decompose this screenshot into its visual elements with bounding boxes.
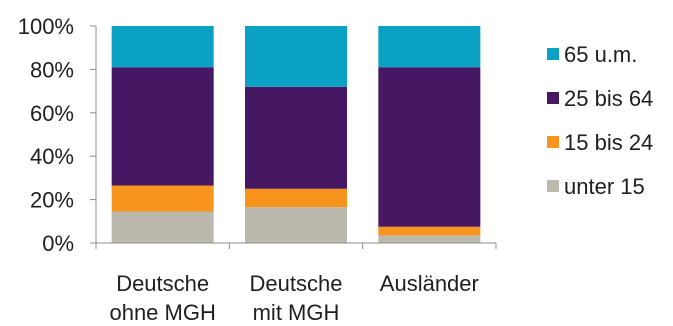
y-tick-label: 20%: [30, 188, 74, 213]
y-tick-label: 0%: [42, 231, 74, 256]
legend-label: unter 15: [564, 174, 645, 199]
y-tick-label: 40%: [30, 144, 74, 169]
bar-segment: [111, 185, 214, 212]
y-tick-label: 60%: [30, 101, 74, 126]
x-category-label: Deutsche: [250, 271, 343, 296]
bars-group: [111, 26, 481, 243]
legend-label: 25 bis 64: [564, 86, 653, 111]
bar-segment: [245, 188, 347, 208]
legend: 65 u.m. 25 bis 64 15 bis 24 unter 15: [547, 42, 653, 199]
bar-segment: [245, 86, 347, 189]
bar-segment: [378, 235, 481, 243]
legend-label: 65 u.m.: [564, 42, 637, 67]
bar-segment: [245, 26, 347, 87]
bar-segment: [111, 67, 214, 186]
x-axis-ticks: Deutsche ohne MGH Deutsche mit MGH Ausländer: [95, 243, 497, 325]
bar-segment: [378, 226, 481, 236]
bar-segment: [378, 67, 481, 227]
x-category-label: mit MGH: [253, 300, 340, 325]
bar-segment: [378, 26, 481, 68]
y-tick-label: 80%: [30, 57, 74, 82]
legend-swatch: [547, 92, 559, 104]
legend-swatch: [547, 180, 559, 192]
bar-segment: [245, 207, 347, 243]
bar-segment: [111, 211, 214, 243]
legend-swatch: [547, 136, 559, 148]
y-axis-ticks: 0% 20% 40% 60% 80% 100%: [18, 14, 96, 256]
legend-label: 15 bis 24: [564, 130, 653, 155]
y-tick-label: 100%: [18, 14, 74, 39]
legend-swatch: [547, 48, 559, 60]
x-category-label: ohne MGH: [109, 300, 215, 325]
x-category-label: Deutsche: [116, 271, 209, 296]
bar-segment: [111, 26, 214, 68]
x-category-label: Ausländer: [380, 271, 479, 296]
